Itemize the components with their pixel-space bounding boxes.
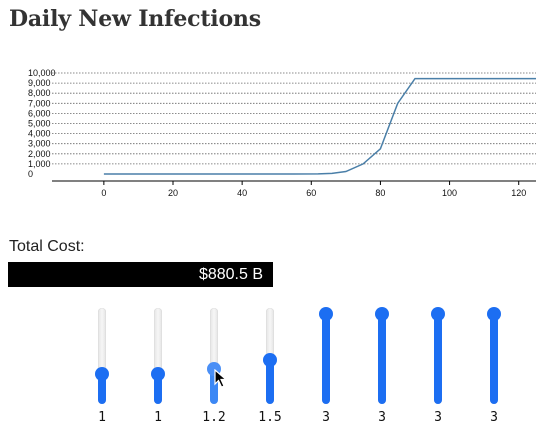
x-tick-label: 60 — [306, 188, 316, 198]
x-tick-label: 120 — [511, 188, 526, 198]
total-cost-value: $880.5 B — [8, 262, 273, 287]
slider-7[interactable] — [428, 305, 448, 407]
slider-value-label: 3 — [322, 410, 330, 425]
slider-value-label: 1.5 — [258, 410, 282, 425]
x-tick-label: 80 — [375, 188, 385, 198]
slider-fill — [98, 374, 106, 404]
slider-value-label: 3 — [434, 410, 442, 425]
slider-1[interactable] — [92, 305, 112, 407]
slider-fill — [322, 314, 330, 404]
slider-value-label: 3 — [490, 410, 498, 425]
x-tick-label: 0 — [101, 188, 106, 198]
y-tick-label: 1,000 — [28, 159, 51, 169]
slider-thumb[interactable] — [263, 352, 277, 367]
page-title: Daily New Infections — [9, 6, 261, 32]
slider-6[interactable] — [372, 305, 392, 407]
slider-value-label: 1 — [154, 410, 162, 425]
infections-line — [103, 77, 536, 175]
slider-thumb[interactable] — [151, 367, 165, 381]
y-tick-label: 0 — [28, 169, 33, 179]
y-tick-label: 10,000 — [28, 68, 56, 78]
y-tick-label: 5,000 — [28, 119, 51, 129]
x-tick-label: 40 — [237, 188, 247, 198]
slider-track[interactable] — [98, 308, 106, 404]
y-tick-label: 3,000 — [28, 139, 51, 149]
slider-fill — [378, 314, 386, 404]
slider-value-label: 1.2 — [202, 410, 226, 425]
slider-track[interactable] — [154, 308, 162, 404]
slider-fill — [434, 314, 442, 404]
slider-track[interactable] — [210, 308, 218, 404]
slider-thumb[interactable] — [487, 307, 501, 321]
infections-chart: 01,0002,0003,0004,0005,0006,0007,0008,00… — [28, 68, 536, 198]
slider-fill — [154, 374, 162, 404]
slider-thumb[interactable] — [431, 307, 445, 321]
slider-4[interactable] — [260, 305, 280, 407]
y-tick-label: 2,000 — [28, 149, 51, 159]
slider-value-label: 3 — [378, 410, 386, 425]
slider-2[interactable] — [148, 305, 168, 407]
slider-thumb[interactable] — [375, 307, 389, 321]
slider-3[interactable] — [204, 305, 224, 407]
slider-fill — [490, 314, 498, 404]
slider-value-label: 1 — [98, 410, 106, 425]
slider-fill — [210, 369, 218, 404]
slider-thumb[interactable] — [319, 307, 333, 321]
x-tick-label: 100 — [442, 188, 457, 198]
y-tick-label: 6,000 — [28, 108, 51, 118]
y-tick-label: 4,000 — [28, 129, 51, 139]
y-tick-label: 9,000 — [28, 78, 51, 88]
slider-thumb[interactable] — [95, 367, 109, 381]
slider-5[interactable] — [316, 305, 336, 407]
total-cost-label: Total Cost: — [9, 238, 85, 255]
x-tick-label: 20 — [168, 188, 178, 198]
mouse-cursor-icon — [214, 369, 228, 388]
y-tick-label: 8,000 — [28, 88, 51, 98]
slider-8[interactable] — [484, 305, 504, 407]
slider-fill — [266, 359, 274, 404]
y-tick-label: 7,000 — [28, 98, 51, 108]
